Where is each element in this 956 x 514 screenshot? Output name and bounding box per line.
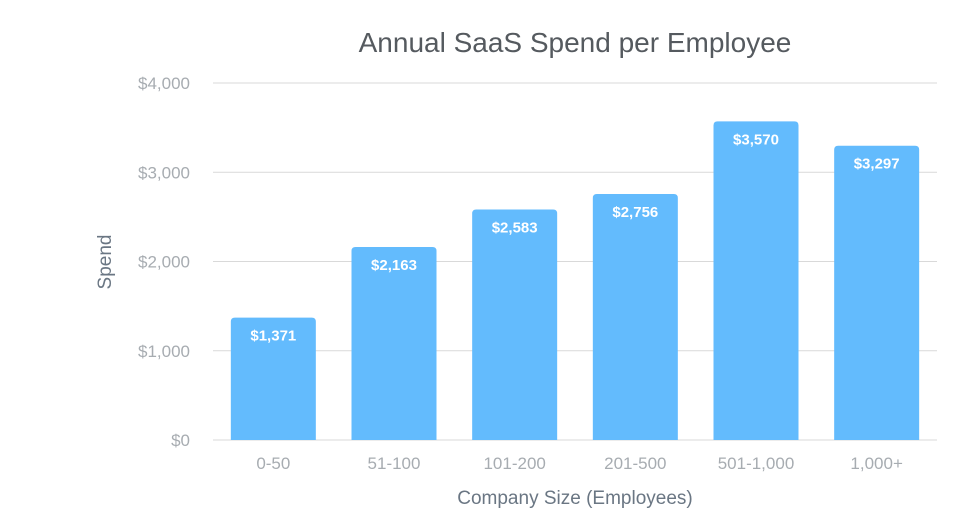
- x-axis-label: Company Size (Employees): [457, 488, 692, 509]
- bar-1,000+: [834, 145, 920, 441]
- y-tick-label: $2,000: [138, 253, 190, 272]
- x-axis-ticks: 0-50 51-100 101-200 201-500 501-1,000 1,000+: [256, 454, 903, 473]
- y-axis-ticks: $0 $1,000 $2,000 $3,000 $4,000: [138, 74, 190, 450]
- bar-51-100: [351, 246, 437, 440]
- x-tick-label: 101-200: [483, 454, 545, 473]
- bar-data-label: $2,163: [371, 257, 417, 274]
- x-tick-label: 0-50: [256, 454, 290, 473]
- y-tick-label: $3,000: [138, 163, 190, 182]
- x-tick-label: 201-500: [604, 454, 666, 473]
- bar-101-200: [472, 209, 558, 440]
- y-tick-label: $1,000: [138, 342, 190, 361]
- bar-data-label: $1,371: [250, 328, 296, 345]
- gridlines: [213, 82, 937, 441]
- bar-201-500: [592, 194, 678, 440]
- bar-data-label: $2,756: [612, 204, 658, 221]
- y-tick-label: $4,000: [138, 74, 190, 93]
- x-tick-label: 51-100: [368, 454, 421, 473]
- bar-data-label: $3,297: [854, 156, 900, 173]
- bar-501-1,000: [713, 121, 799, 440]
- chart-title: Annual SaaS Spend per Employee: [359, 27, 792, 58]
- x-tick-label: 1,000+: [850, 454, 903, 473]
- y-axis-label: Spend: [95, 235, 116, 290]
- bars: $1,371 $2,163 $2,583 $2,756 $3,570 $3,297: [230, 121, 920, 441]
- bar-data-label: $2,583: [492, 219, 538, 236]
- y-tick-label: $0: [171, 431, 190, 450]
- bar-0-50: [230, 317, 316, 440]
- bar-data-label: $3,570: [733, 131, 779, 148]
- x-tick-label: 501-1,000: [718, 454, 795, 473]
